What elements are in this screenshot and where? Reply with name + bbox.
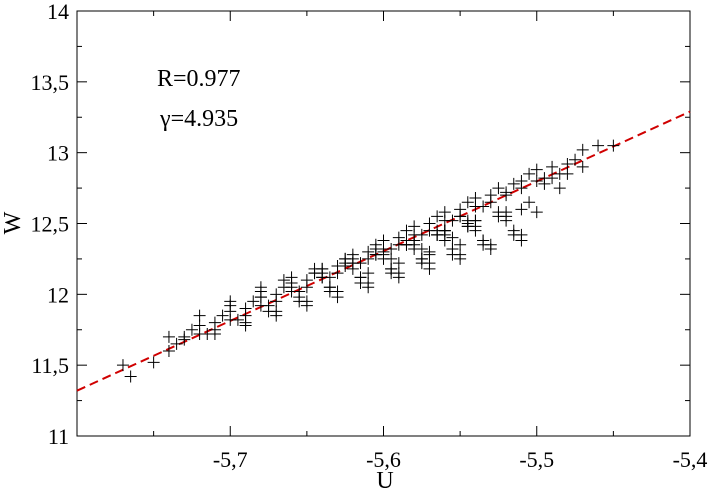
scatter-point bbox=[561, 167, 574, 180]
scatter-point bbox=[216, 309, 229, 322]
scatter-point bbox=[185, 323, 198, 336]
scatter-point bbox=[438, 224, 451, 237]
scatter-point bbox=[170, 337, 183, 350]
y-tick-label: 14 bbox=[47, 0, 69, 24]
scatter-point bbox=[369, 248, 382, 261]
scatter-point bbox=[354, 271, 367, 284]
annotation-gamma: γ=4.935 bbox=[159, 106, 238, 132]
scatter-point bbox=[461, 196, 474, 209]
scatter-point bbox=[193, 328, 206, 340]
scatter-point bbox=[254, 281, 267, 294]
scatter-point bbox=[538, 177, 551, 190]
scatter-point bbox=[446, 231, 459, 244]
x-tick-label: -5,5 bbox=[519, 447, 554, 472]
scatter-point bbox=[239, 316, 252, 329]
scatter-point bbox=[285, 271, 298, 284]
scatter-point bbox=[607, 139, 620, 152]
scatter-point bbox=[477, 234, 490, 247]
scatter-point bbox=[546, 172, 559, 185]
scatter-point bbox=[507, 224, 520, 237]
scatter-point bbox=[523, 196, 536, 209]
scatter-point bbox=[392, 257, 405, 270]
scatter-point bbox=[224, 313, 237, 326]
scatter-point bbox=[431, 228, 444, 241]
scatter-point bbox=[507, 177, 520, 190]
x-tick-label: -5,6 bbox=[366, 447, 401, 472]
scatter-point bbox=[484, 196, 497, 209]
scatter-point bbox=[162, 345, 175, 357]
scatter-point bbox=[400, 238, 413, 251]
scatter-point bbox=[553, 182, 566, 195]
y-tick-label: 12,5 bbox=[31, 212, 70, 237]
y-tick-label: 13,5 bbox=[31, 70, 70, 95]
x-axis-ticks: -5,7 -5,6 -5,5 -5,4 bbox=[153, 11, 708, 472]
y-axis-ticks: 11 11,5 12 12,5 13 13,5 14 bbox=[31, 0, 690, 449]
annotation-r: R=0.977 bbox=[157, 66, 241, 92]
scatter-point bbox=[193, 309, 206, 322]
scatter-point bbox=[116, 359, 129, 372]
scatter-point bbox=[385, 252, 398, 265]
scatter-point bbox=[362, 267, 375, 280]
scatter-point bbox=[461, 217, 474, 230]
y-tick-label: 11,5 bbox=[31, 353, 69, 378]
scatter-point bbox=[377, 245, 390, 258]
scatter-point bbox=[515, 182, 528, 195]
scatter-point bbox=[446, 243, 459, 255]
scatter-point bbox=[454, 210, 467, 223]
scatter-point bbox=[530, 175, 543, 187]
y-tick-label: 12 bbox=[47, 282, 69, 307]
x-axis-label: U bbox=[376, 468, 393, 493]
scatter-point bbox=[339, 260, 352, 272]
scatter-point bbox=[469, 214, 482, 227]
scatter-point bbox=[454, 238, 467, 251]
scatter-point bbox=[178, 333, 191, 346]
scatter-point bbox=[308, 267, 321, 280]
scatter-point bbox=[124, 370, 137, 383]
scatter-point bbox=[208, 328, 221, 340]
y-tick-label: 11 bbox=[48, 424, 69, 449]
scatter-point bbox=[569, 153, 582, 166]
scatter-point bbox=[331, 267, 344, 280]
scatter-points bbox=[116, 139, 620, 383]
scatter-point bbox=[262, 305, 275, 318]
x-tick-label: -5,7 bbox=[213, 447, 248, 472]
scatter-point bbox=[431, 210, 444, 223]
scatter-point bbox=[492, 210, 505, 223]
scatter-point bbox=[523, 167, 536, 180]
scatter-point bbox=[530, 206, 543, 219]
y-tick-label: 13 bbox=[47, 141, 69, 166]
scatter-point bbox=[469, 200, 482, 213]
y-axis-label: W bbox=[0, 211, 26, 234]
scatter-point bbox=[423, 245, 436, 258]
scatter-point bbox=[323, 281, 336, 294]
scatter-point bbox=[247, 295, 260, 308]
scatter-point bbox=[408, 234, 421, 247]
scatter-point bbox=[546, 160, 559, 173]
scatter-point bbox=[415, 243, 428, 255]
scatter-point bbox=[300, 281, 313, 294]
scatter-point bbox=[515, 203, 528, 216]
scatter-point bbox=[293, 291, 306, 304]
scatter-point bbox=[147, 356, 160, 369]
scatter-point bbox=[576, 143, 589, 156]
scatter-point bbox=[277, 274, 290, 287]
x-tick-label: -5,4 bbox=[673, 447, 708, 472]
scatter-point bbox=[576, 160, 589, 173]
scatter-point bbox=[592, 139, 605, 152]
scatter-point bbox=[362, 252, 375, 265]
scatter-point bbox=[500, 189, 513, 202]
scatter-point bbox=[224, 295, 237, 308]
scatter-point bbox=[530, 163, 543, 176]
scatter-point bbox=[492, 182, 505, 195]
scatter-point bbox=[162, 330, 175, 343]
